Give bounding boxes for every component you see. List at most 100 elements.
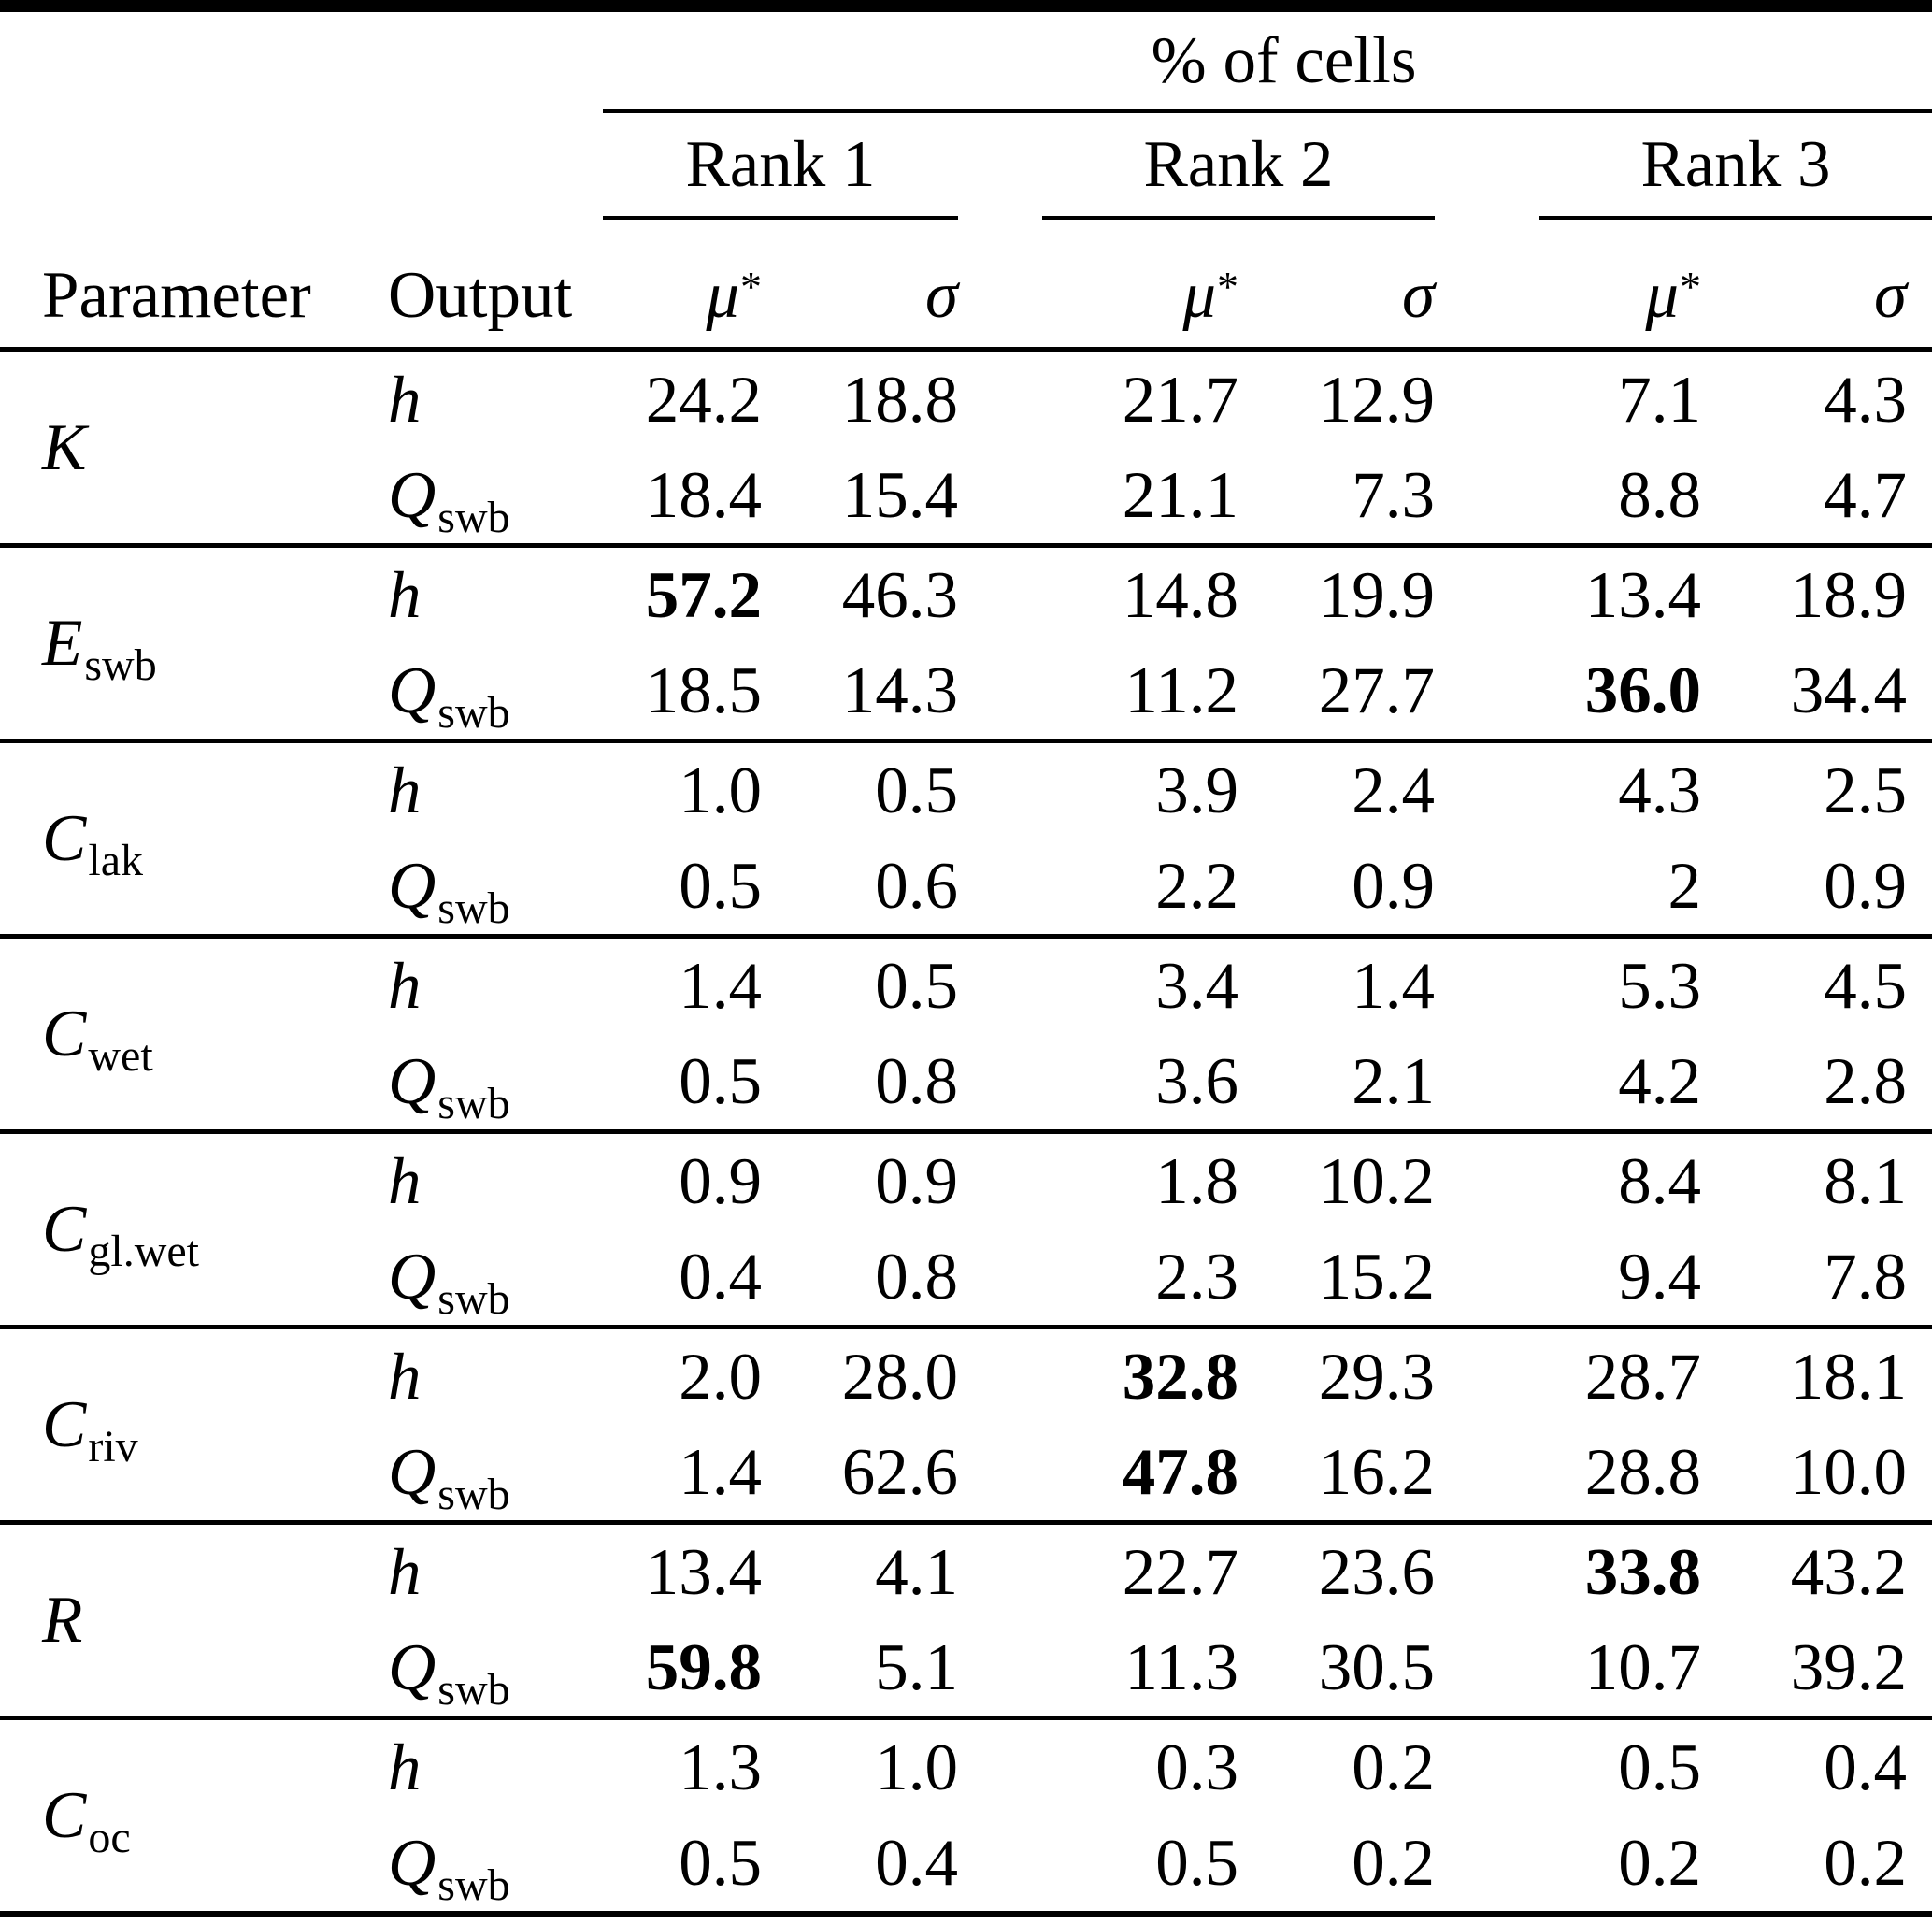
value-cell: 0.2 xyxy=(1352,1730,1435,1804)
output-label: Qswb xyxy=(388,1826,510,1910)
output-symbol-h: h xyxy=(388,949,422,1023)
value-cell: 0.2 xyxy=(1824,1826,1907,1900)
value-cell: 0.5 xyxy=(1618,1730,1701,1804)
param-symbol: C xyxy=(42,801,87,875)
value-cell: 18.5 xyxy=(645,653,762,727)
value-cell: 18.4 xyxy=(645,458,762,532)
output-cell: h xyxy=(341,352,570,448)
value-cell: 62.6 xyxy=(841,1435,958,1509)
output-cell: h xyxy=(341,939,570,1034)
value-cell: 47.8 xyxy=(1122,1435,1238,1509)
rank-1-header: Rank 1 xyxy=(570,113,958,220)
value-cell: 33.8 xyxy=(1584,1535,1701,1609)
param-symbol: C xyxy=(42,997,87,1070)
header-rule xyxy=(0,347,1932,352)
output-symbol-h: h xyxy=(388,1730,422,1804)
bottom-rule xyxy=(0,1911,1932,1917)
output-cell: Qswb xyxy=(341,1816,570,1911)
param-symbol: K xyxy=(42,410,87,484)
spanner-rule xyxy=(603,109,1932,113)
value-cell: 0.6 xyxy=(875,849,958,923)
value-cell: 0.4 xyxy=(875,1826,958,1900)
output-cell: h xyxy=(341,1134,570,1229)
output-symbol-h: h xyxy=(388,558,422,632)
param-label: Cgl.wet xyxy=(42,1192,199,1276)
value-cell: 10.7 xyxy=(1584,1630,1701,1704)
rank-3-label: Rank 3 xyxy=(1640,127,1831,201)
col-header-mu-rank1: μ * xyxy=(570,220,762,347)
value-cell: 10.2 xyxy=(1318,1144,1435,1218)
mu-symbol: μ xyxy=(1182,259,1216,332)
param-subscript: wet xyxy=(88,1030,153,1081)
rank-1-label: Rank 1 xyxy=(685,127,876,201)
param-symbol: C xyxy=(42,1778,87,1852)
value-cell: 57.2 xyxy=(645,558,762,632)
value-cell: 1.3 xyxy=(679,1730,762,1804)
group-separator-rule xyxy=(0,543,1932,548)
param-group-Eswb: Eswb h 57.2 46.3 14.8 19.9 13.4 18.9 Qswb 18.5 14.… xyxy=(0,548,1932,739)
param-cell-Criv: Criv xyxy=(0,1329,341,1520)
value-cell: 32.8 xyxy=(1122,1340,1238,1414)
value-cell: 1.0 xyxy=(679,754,762,827)
value-cell: 0.4 xyxy=(679,1240,762,1314)
value-cell: 1.4 xyxy=(679,1435,762,1509)
value-cell: 4.2 xyxy=(1618,1044,1701,1118)
param-cell-R: R xyxy=(0,1525,341,1716)
value-cell: 13.4 xyxy=(645,1535,762,1609)
value-cell: 0.9 xyxy=(1824,849,1907,923)
output-cell: Qswb xyxy=(341,1229,570,1325)
output-label: Qswb xyxy=(388,458,510,542)
rank-3-rule xyxy=(1539,216,1932,220)
param-subscript: gl.wet xyxy=(88,1226,199,1276)
value-cell: 2.1 xyxy=(1352,1044,1435,1118)
output-cell: h xyxy=(341,1525,570,1620)
value-cell: 12.9 xyxy=(1318,363,1435,437)
value-cell: 1.8 xyxy=(1155,1144,1238,1218)
value-cell: 10.0 xyxy=(1790,1435,1907,1509)
value-cell: 2.5 xyxy=(1824,754,1907,827)
spanner-label: % of cells xyxy=(1151,23,1417,97)
value-cell: 23.6 xyxy=(1318,1535,1435,1609)
value-cell: 59.8 xyxy=(645,1630,762,1704)
group-separator-rule xyxy=(0,1716,1932,1720)
output-subscript: swb xyxy=(437,1469,510,1519)
output-cell: h xyxy=(341,743,570,839)
value-cell: 0.2 xyxy=(1352,1826,1435,1900)
table-header: % of cells Rank 1 Rank 2 Rank 3 Paramete… xyxy=(0,12,1932,347)
output-label: h xyxy=(388,1730,422,1806)
rank-2-inner: Rank 2 xyxy=(1042,113,1435,220)
group-separator-rule xyxy=(0,1325,1932,1329)
output-subscript: swb xyxy=(437,687,510,738)
col-header-sigma-rank2: σ xyxy=(1238,220,1435,347)
group-separator-rule xyxy=(0,1520,1932,1525)
output-label: h xyxy=(388,949,422,1025)
rank-2-rule xyxy=(1042,216,1435,220)
value-cell: 0.5 xyxy=(679,1044,762,1118)
output-subscript: swb xyxy=(437,1664,510,1715)
output-symbol-q: Q xyxy=(388,458,436,532)
rank-3-inner: Rank 3 xyxy=(1539,113,1932,220)
param-label: K xyxy=(42,410,86,486)
top-rule xyxy=(0,0,1932,12)
output-symbol-q: Q xyxy=(388,653,436,727)
sigma-symbol: σ xyxy=(1873,259,1907,332)
value-cell: 2.4 xyxy=(1352,754,1435,827)
rank-1-inner: Rank 1 xyxy=(603,113,958,220)
output-label: h xyxy=(388,363,422,438)
value-cell: 11.3 xyxy=(1124,1630,1238,1704)
mu-star: * xyxy=(740,263,762,310)
param-symbol: C xyxy=(42,1192,87,1266)
output-label: Qswb xyxy=(388,653,510,738)
sigma-symbol: σ xyxy=(1401,259,1435,332)
output-symbol-q: Q xyxy=(388,1630,436,1704)
param-subscript: swb xyxy=(84,639,157,690)
output-subscript: swb xyxy=(437,1078,510,1128)
value-cell: 18.1 xyxy=(1790,1340,1907,1414)
value-cell: 0.5 xyxy=(1155,1826,1238,1900)
param-group-Criv: Criv h 2.0 28.0 32.8 29.3 28.7 18.1 Qswb 1.4 62.6 4… xyxy=(0,1329,1932,1520)
value-cell: 7.8 xyxy=(1824,1240,1907,1314)
output-symbol-q: Q xyxy=(388,1826,436,1900)
output-subscript: swb xyxy=(437,1273,510,1324)
output-subscript: swb xyxy=(437,883,510,933)
